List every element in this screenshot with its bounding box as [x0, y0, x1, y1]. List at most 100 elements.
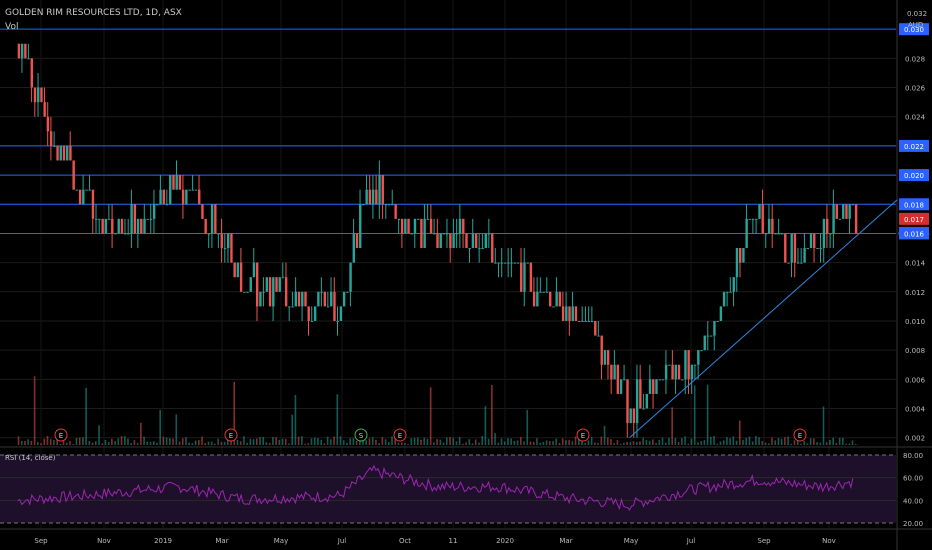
candle-body — [716, 320, 719, 322]
candle-body — [217, 233, 220, 235]
volume-bar — [539, 443, 541, 445]
volume-bar — [468, 439, 471, 445]
candle-body — [262, 291, 265, 293]
candle-body — [648, 379, 652, 394]
candle-body — [516, 262, 520, 264]
volume-bar — [53, 440, 55, 445]
candle-body — [307, 306, 310, 321]
trend-line-segment — [629, 199, 898, 439]
candle-body — [677, 364, 681, 380]
volume-bar — [143, 436, 145, 445]
volume-bar — [677, 441, 680, 445]
candle-body — [188, 189, 191, 191]
candle-body — [455, 233, 459, 235]
candle-body — [127, 233, 130, 235]
volume-bar — [494, 433, 496, 445]
candle-body — [693, 364, 697, 366]
event-marker-circle — [354, 428, 368, 442]
volume-bar — [761, 441, 764, 445]
candle-body — [169, 175, 172, 205]
candle-body — [764, 233, 768, 235]
volume-bar — [816, 442, 818, 445]
candle-body — [236, 262, 240, 278]
volume-bar — [626, 441, 628, 445]
volume-bar — [690, 438, 693, 445]
candle-body — [397, 218, 401, 220]
candle-body — [359, 204, 362, 249]
volume-bar — [796, 438, 799, 445]
time-tick-label: Jul — [686, 537, 696, 545]
volume-bar — [159, 409, 161, 445]
candle-body — [175, 175, 178, 190]
candle-body — [368, 189, 372, 205]
candle-body — [819, 248, 822, 250]
volume-bar — [500, 438, 503, 445]
event-marker-label: S — [359, 432, 364, 440]
candle-body — [388, 204, 391, 206]
volume-bar — [648, 440, 651, 445]
volume-bar — [43, 438, 46, 445]
volume-bar — [98, 425, 100, 445]
candle-body — [101, 218, 104, 234]
time-tick-label: Mar — [215, 537, 228, 545]
candle-body — [375, 189, 378, 205]
candle-body — [91, 189, 95, 219]
candle-body — [767, 218, 771, 234]
volume-bar — [413, 437, 416, 445]
candle-body — [777, 233, 781, 235]
candle-body — [755, 218, 758, 220]
volume-bar — [777, 437, 780, 445]
candle-body — [114, 233, 117, 235]
volume-bar — [513, 441, 516, 445]
candle-body — [181, 189, 185, 205]
volume-bar — [278, 439, 281, 445]
volume-bar — [722, 440, 725, 445]
candle-body — [626, 379, 629, 424]
candle-body — [436, 233, 439, 249]
candle-body — [664, 364, 668, 380]
candle-body — [590, 320, 594, 322]
candle-body — [507, 262, 510, 264]
volume-bar — [130, 442, 133, 445]
volume-bar — [152, 441, 155, 445]
candle-body — [561, 306, 565, 321]
candle-body — [349, 262, 352, 292]
volume-bar — [198, 440, 200, 445]
volume-bar — [713, 436, 715, 445]
candle-body — [658, 379, 661, 381]
candle-body — [603, 350, 607, 365]
candle-body — [532, 291, 536, 307]
event-marker-label: E — [229, 432, 233, 440]
volume-bar — [449, 437, 451, 445]
candle-body — [69, 145, 72, 161]
volume-bar — [655, 443, 657, 445]
volume-bar — [729, 438, 731, 445]
candle-body — [259, 291, 262, 307]
candle-body — [684, 350, 687, 380]
candle-body — [645, 393, 649, 409]
event-marker-circle — [54, 428, 68, 442]
volume-bar — [75, 437, 78, 445]
candle-body — [787, 262, 790, 264]
candle-body — [133, 204, 137, 234]
level-price-tag-label: 0.016 — [904, 230, 925, 238]
volume-bar — [542, 442, 545, 445]
volume-bar — [185, 437, 187, 445]
volume-bar — [716, 443, 719, 445]
candle-body — [304, 291, 307, 307]
volume-bar — [671, 407, 673, 445]
volume-bar — [304, 443, 306, 445]
candle-body — [484, 233, 488, 249]
candle-body — [687, 350, 690, 380]
volume-bar — [848, 443, 851, 445]
candle-body — [210, 204, 214, 234]
candle-body — [838, 218, 842, 220]
candle-body — [294, 291, 298, 307]
time-tick-label: Mar — [559, 537, 572, 545]
candle-body — [149, 218, 153, 220]
volume-bar — [333, 436, 335, 445]
volume-bar — [252, 439, 255, 445]
volume-bar — [484, 406, 487, 445]
